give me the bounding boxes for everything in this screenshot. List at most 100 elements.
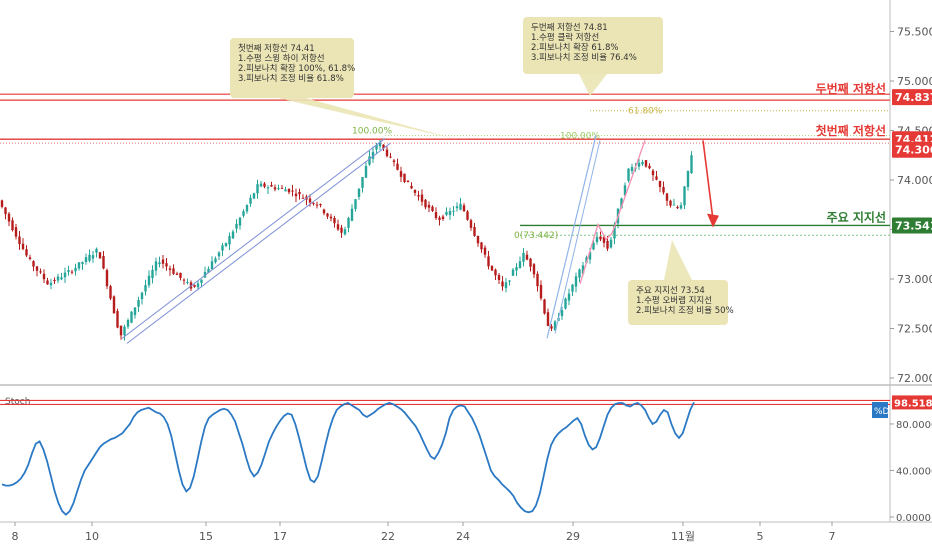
candle-body	[207, 268, 210, 273]
candle	[158, 256, 161, 268]
candle-body	[179, 272, 182, 279]
candle	[578, 268, 581, 283]
candle	[193, 284, 196, 288]
fib-100b-label: 100.00%	[560, 131, 600, 141]
candle	[434, 207, 438, 221]
candle	[438, 215, 441, 226]
candle	[224, 242, 228, 248]
time-tick-label: 5	[757, 530, 764, 543]
candle-body	[32, 261, 35, 267]
candle	[287, 188, 291, 195]
candle-body	[91, 255, 95, 259]
candle-body	[25, 249, 28, 256]
candle-body	[609, 239, 613, 248]
candle	[67, 265, 70, 276]
candle	[340, 224, 343, 238]
candle-body	[483, 247, 487, 255]
stoch-legend-box	[872, 402, 888, 418]
candle	[238, 216, 242, 230]
candle	[595, 232, 599, 245]
candle	[214, 256, 217, 264]
candle-body	[392, 160, 396, 163]
candle-body	[350, 208, 354, 221]
candle-body	[560, 310, 564, 317]
candle-body	[322, 209, 326, 214]
candle-body	[672, 204, 676, 206]
price-tick-label: 72.500	[897, 323, 932, 336]
candle	[637, 158, 641, 170]
candle	[196, 281, 200, 291]
note-line: 1.수평 클락 저항선	[531, 32, 599, 43]
candle	[175, 271, 179, 276]
candle-body	[235, 223, 238, 229]
candle	[364, 161, 368, 179]
candle	[95, 247, 98, 258]
candle-body	[53, 280, 56, 282]
candle-body	[98, 252, 102, 259]
candle-body	[333, 217, 336, 224]
candle-body	[522, 252, 525, 262]
extension-line-b	[554, 140, 601, 334]
candle-body	[553, 321, 557, 330]
stoch-tick-label: 80.0000	[896, 420, 932, 431]
candle-body	[259, 183, 263, 187]
candle	[403, 173, 406, 184]
time-tick-label: 10	[85, 530, 99, 543]
candle	[280, 184, 284, 189]
time-tick-label: 8	[12, 530, 19, 543]
candle	[658, 180, 662, 193]
candle	[536, 271, 539, 292]
candle-body	[126, 319, 130, 327]
candle	[77, 262, 81, 271]
candle	[466, 210, 469, 221]
price-tick-label: 74.000	[897, 174, 932, 187]
candle-body	[109, 286, 112, 299]
candle-body	[238, 217, 242, 226]
candle-body	[102, 256, 105, 269]
candle	[452, 205, 455, 217]
candle	[84, 253, 88, 265]
time-tick-label: 22	[381, 530, 395, 543]
candle	[161, 255, 165, 269]
candle	[21, 238, 25, 251]
candle	[252, 192, 256, 200]
candle-body	[123, 326, 126, 336]
extension-line-a	[546, 135, 597, 339]
candle-body	[193, 285, 196, 287]
candle-body	[406, 180, 410, 183]
fib-zero-label: 0(73.442)	[514, 231, 558, 241]
candle	[266, 185, 270, 195]
candle-body	[518, 261, 522, 268]
candle	[336, 219, 340, 231]
candle	[686, 170, 690, 191]
candle-body	[77, 262, 81, 269]
candle	[133, 307, 137, 319]
candle-body	[147, 275, 151, 286]
candle-body	[67, 270, 70, 272]
candle-body	[0, 200, 4, 207]
candle-body	[347, 217, 350, 228]
arrow-shaft	[702, 140, 714, 220]
candle-body	[21, 243, 25, 250]
candle-body	[11, 220, 14, 231]
candle	[4, 207, 7, 220]
candle-body	[252, 193, 256, 199]
candle-body	[525, 254, 529, 260]
candle-body	[84, 257, 88, 262]
note-line: 2.피보나치 확장 100%, 61.8%	[238, 63, 355, 74]
candle-body	[410, 185, 413, 189]
candle-body	[63, 272, 67, 278]
note-box	[523, 17, 663, 74]
note-pointer	[664, 240, 692, 280]
candle-body	[4, 207, 7, 215]
arrow-head	[707, 213, 719, 228]
candle-body	[329, 216, 333, 219]
candle	[298, 188, 301, 200]
candle-body	[595, 236, 599, 243]
candle-body	[312, 203, 315, 205]
candle-body	[46, 280, 49, 285]
stoch-current-text: 98.5182	[894, 398, 932, 409]
candle-body	[81, 262, 84, 265]
candle	[487, 250, 490, 270]
